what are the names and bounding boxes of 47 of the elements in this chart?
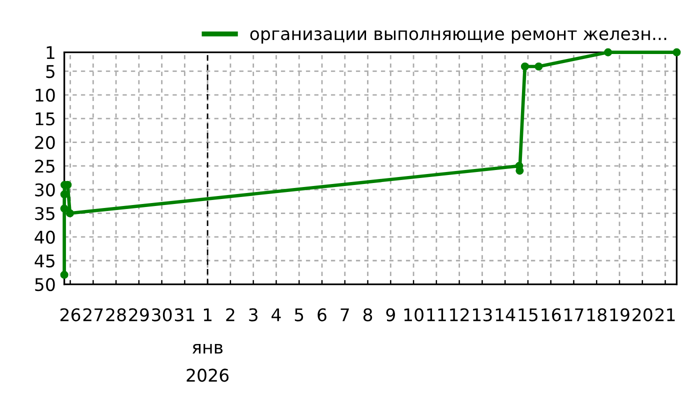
y-tick-label: 1	[46, 46, 54, 59]
x-tick-label: 29	[129, 308, 149, 322]
point	[66, 209, 74, 218]
x-tick-label: 28	[106, 308, 126, 322]
x-tick-label: 8	[363, 308, 372, 322]
x-tick-label: 16	[542, 308, 561, 322]
y-tick-label: 30	[35, 183, 55, 196]
x-tick-label: 21	[655, 308, 675, 322]
point	[60, 204, 68, 213]
x-tick-label: 27	[83, 308, 103, 322]
y-tick-label: 40	[34, 230, 55, 244]
x-tick-label: 5	[294, 308, 304, 322]
x-tick-label: 9	[386, 308, 395, 322]
y-tick-label: 25	[35, 160, 54, 173]
y-tick-label: 10	[36, 88, 55, 102]
x-tick-label: 31	[174, 308, 194, 322]
x-tick-label: 7	[340, 308, 349, 322]
x-tick-label: 20	[632, 308, 652, 322]
ref-line-label: янв 2026	[186, 344, 229, 382]
x-tick-label: 6	[318, 308, 326, 322]
point	[520, 62, 529, 71]
y-tick-label: 20	[35, 136, 55, 150]
x-tick-label: 2	[226, 308, 234, 322]
y-tick-label: 15	[36, 112, 54, 126]
x-tick-label: 26	[60, 308, 80, 322]
point	[672, 48, 681, 56]
x-tick-label: 1	[204, 308, 212, 322]
y-tick-label: 45	[34, 254, 54, 268]
x-tick-label: 13	[473, 308, 492, 322]
y-tick-label: 35	[35, 206, 54, 220]
x-tick-label: 18	[587, 308, 606, 322]
x-tick-label: 19	[610, 308, 630, 322]
x-tick-label: 12	[450, 308, 469, 322]
x-tick-label: 4	[272, 308, 281, 322]
x-tick-label: 3	[249, 308, 258, 322]
x-tick-label: 17	[564, 308, 584, 322]
point	[60, 270, 68, 279]
legend-label: организации выполняющие ремонт железн...	[250, 30, 666, 44]
x-tick-label: 10	[404, 308, 424, 322]
point	[534, 62, 543, 71]
point	[604, 48, 612, 56]
y-tick-label: 50	[35, 278, 55, 292]
y-tick-label: 5	[46, 65, 54, 78]
x-tick-label: 15	[518, 308, 538, 322]
x-tick-label: 11	[427, 308, 446, 322]
x-tick-label: 30	[152, 308, 172, 322]
x-tick-label: 14	[496, 308, 516, 322]
